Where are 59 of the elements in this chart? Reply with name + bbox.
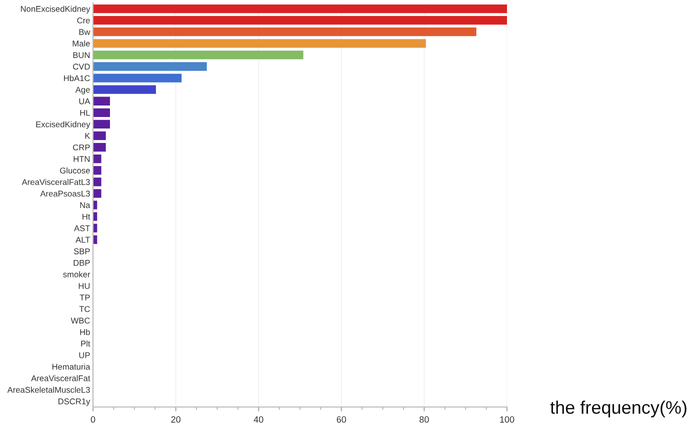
x-tick-label: 0	[90, 416, 96, 423]
x-tick-label: 60	[336, 416, 346, 423]
y-tick-label: Male	[72, 40, 90, 46]
bar	[93, 50, 304, 60]
bar	[93, 85, 156, 94]
bar	[93, 108, 110, 117]
y-tick-label: Hb	[80, 328, 90, 336]
y-tick-label: TC	[79, 306, 90, 312]
bar	[93, 154, 102, 164]
y-tick-label: CVD	[73, 64, 90, 70]
bar	[93, 39, 426, 48]
y-tick-label: BUN	[73, 52, 90, 58]
bar	[93, 120, 110, 129]
y-tick-label: Na	[80, 202, 90, 208]
y-tick-label: AreaPsoasL3	[40, 190, 90, 197]
bar	[93, 28, 476, 36]
y-tick-label: HTN	[74, 156, 90, 162]
bar	[93, 131, 106, 140]
bar	[93, 96, 110, 106]
bar	[93, 74, 182, 82]
x-tick-label: 100	[500, 416, 514, 423]
y-tick-label: Hematuria	[52, 364, 90, 370]
y-tick-label: AST	[74, 225, 90, 232]
y-tick-label: AreaVisceralFatL3	[22, 178, 90, 186]
y-tick-label: ExcisedKidney	[36, 121, 90, 129]
x-tick-label: 40	[254, 416, 264, 423]
y-tick-label: TP	[80, 294, 90, 300]
y-tick-label: K	[85, 133, 90, 139]
bar	[93, 166, 102, 175]
y-tick-label: Cre	[77, 18, 90, 24]
bar	[93, 16, 507, 25]
y-tick-label: AreaVisceralFat	[31, 375, 90, 382]
y-tick-label: UP	[79, 352, 90, 358]
y-tick-label: DBP	[74, 260, 90, 266]
y-tick-label: smoker	[63, 271, 90, 278]
y-tick-label: Ht	[82, 214, 90, 220]
y-tick-label: NonExcisedKidney	[20, 6, 90, 14]
y-tick-label: DSCR1y	[58, 398, 90, 406]
bar	[93, 178, 102, 186]
x-tick-label: 20	[171, 416, 180, 423]
bar	[93, 142, 106, 152]
y-tick-label: HL	[80, 110, 90, 116]
y-tick-label: Bw	[79, 29, 90, 35]
y-tick-label: AreaSkeletalMuscleL3	[7, 386, 90, 393]
y-tick-label: CRP	[73, 144, 90, 150]
y-tick-label: SBP	[74, 248, 90, 254]
y-tick-label: HU	[78, 283, 90, 289]
y-tick-label: Glucose	[60, 167, 90, 174]
bar	[93, 4, 507, 14]
y-tick-label: HbA1C	[64, 75, 90, 82]
y-tick-label: UA	[79, 98, 90, 104]
bar	[93, 62, 207, 71]
y-tick-label: WBC	[70, 318, 90, 324]
x-tick-label: 80	[420, 416, 429, 423]
y-tick-label: Age	[75, 86, 90, 94]
x-axis-title: the frequency(%)	[550, 400, 686, 418]
bar	[93, 189, 102, 198]
y-tick-label: ALT	[76, 236, 90, 243]
y-tick-label: Plt	[81, 340, 90, 347]
